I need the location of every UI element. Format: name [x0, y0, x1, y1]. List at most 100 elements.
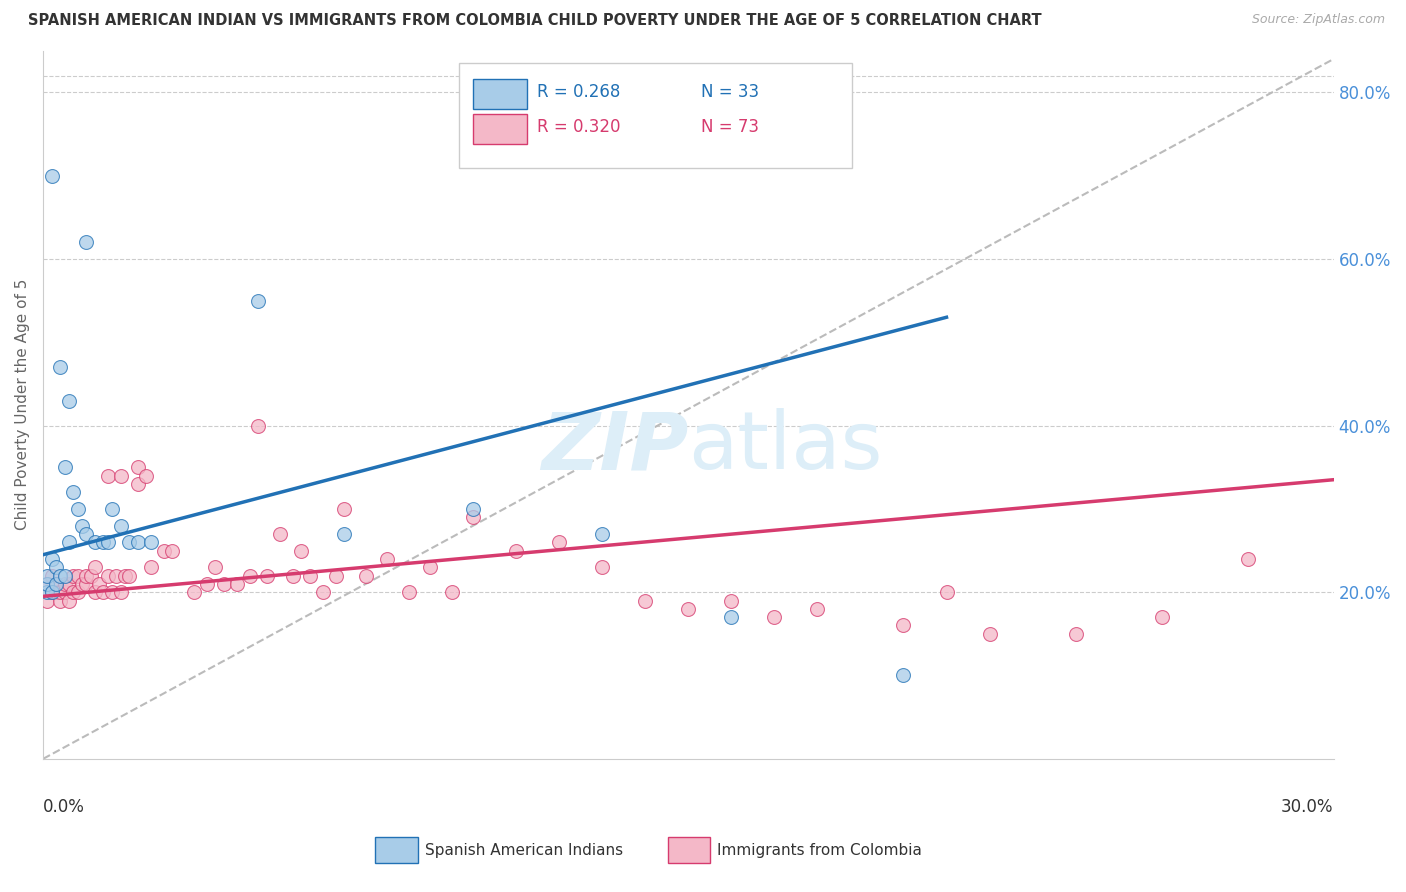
Point: [312, 585, 335, 599]
Point: [505, 543, 527, 558]
Point: [212, 577, 235, 591]
Point: [49, 360, 72, 375]
Text: R = 0.320: R = 0.320: [537, 118, 621, 136]
FancyBboxPatch shape: [472, 79, 527, 109]
Point: [247, 293, 270, 308]
Point: [75, 577, 97, 591]
Point: [93, 585, 115, 599]
Point: [256, 568, 278, 582]
Point: [419, 560, 441, 574]
Point: [354, 568, 377, 582]
Point: [53, 568, 76, 582]
Point: [591, 560, 613, 574]
Point: [87, 577, 110, 591]
Point: [37, 577, 59, 591]
Point: [53, 585, 76, 599]
Point: [135, 468, 157, 483]
Point: [49, 585, 72, 599]
Point: [127, 535, 149, 549]
Point: [37, 577, 59, 591]
Point: [463, 510, 485, 524]
Point: [152, 543, 174, 558]
Point: [97, 568, 120, 582]
Point: [37, 568, 59, 582]
Text: R = 0.268: R = 0.268: [537, 83, 621, 101]
Point: [634, 593, 657, 607]
Point: [41, 552, 63, 566]
Point: [204, 560, 226, 574]
Point: [62, 568, 84, 582]
Point: [70, 577, 93, 591]
Point: [49, 593, 72, 607]
Point: [127, 476, 149, 491]
Point: [806, 602, 828, 616]
Point: [37, 593, 59, 607]
Text: N = 33: N = 33: [702, 83, 759, 101]
Text: N = 73: N = 73: [702, 118, 759, 136]
Point: [41, 169, 63, 183]
Point: [83, 585, 105, 599]
Point: [75, 568, 97, 582]
Point: [83, 560, 105, 574]
Point: [45, 577, 67, 591]
Point: [53, 577, 76, 591]
Point: [37, 585, 59, 599]
Point: [1064, 627, 1087, 641]
Text: atlas: atlas: [689, 409, 883, 486]
Point: [333, 501, 356, 516]
Point: [105, 568, 128, 582]
FancyBboxPatch shape: [458, 62, 852, 168]
Point: [62, 485, 84, 500]
Text: 0.0%: 0.0%: [44, 797, 86, 815]
Point: [66, 568, 89, 582]
Point: [118, 568, 141, 582]
Point: [548, 535, 571, 549]
Point: [58, 535, 80, 549]
Point: [45, 585, 67, 599]
Point: [763, 610, 786, 624]
Point: [720, 593, 742, 607]
Point: [110, 585, 132, 599]
Point: [75, 235, 97, 250]
Point: [979, 627, 1001, 641]
Text: ZIP: ZIP: [541, 409, 689, 486]
Point: [118, 535, 141, 549]
Y-axis label: Child Poverty Under the Age of 5: Child Poverty Under the Age of 5: [15, 279, 30, 531]
Point: [298, 568, 321, 582]
Point: [70, 518, 93, 533]
Text: 30.0%: 30.0%: [1281, 797, 1334, 815]
Point: [247, 418, 270, 433]
Point: [139, 535, 162, 549]
Point: [58, 593, 80, 607]
Point: [463, 501, 485, 516]
Point: [114, 568, 136, 582]
Point: [45, 577, 67, 591]
Text: Immigrants from Colombia: Immigrants from Colombia: [717, 844, 922, 858]
Point: [66, 585, 89, 599]
Point: [1150, 610, 1173, 624]
Point: [893, 618, 915, 632]
Point: [398, 585, 420, 599]
Text: Spanish American Indians: Spanish American Indians: [425, 844, 623, 858]
Point: [41, 585, 63, 599]
Point: [375, 552, 398, 566]
Point: [290, 543, 312, 558]
Point: [139, 560, 162, 574]
Point: [79, 568, 101, 582]
Point: [183, 585, 205, 599]
Point: [66, 501, 89, 516]
Point: [195, 577, 218, 591]
Point: [935, 585, 957, 599]
Point: [269, 526, 291, 541]
Point: [1236, 552, 1258, 566]
Point: [58, 393, 80, 408]
FancyBboxPatch shape: [472, 114, 527, 145]
Point: [239, 568, 262, 582]
Point: [325, 568, 347, 582]
Point: [97, 535, 120, 549]
Point: [127, 460, 149, 475]
Point: [41, 568, 63, 582]
Point: [41, 585, 63, 599]
Point: [58, 577, 80, 591]
Point: [101, 585, 124, 599]
